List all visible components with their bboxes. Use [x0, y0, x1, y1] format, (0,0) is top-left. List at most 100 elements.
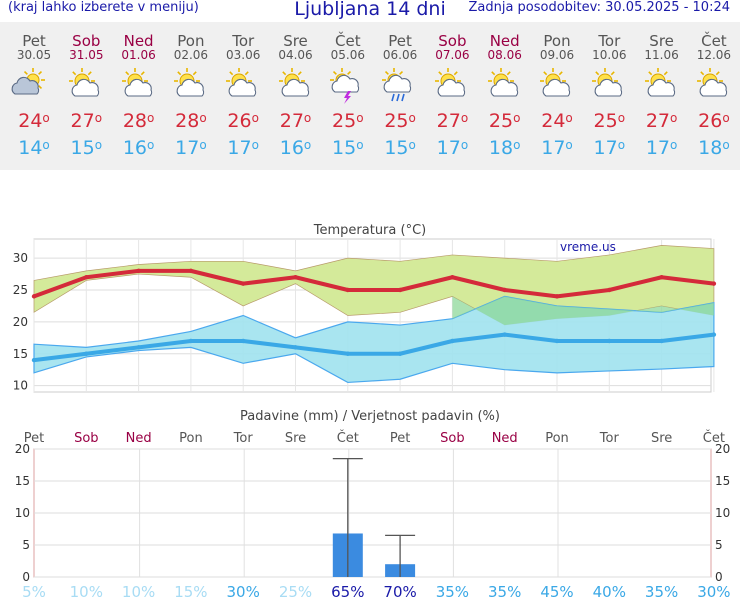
- day-name: Čet: [701, 32, 727, 50]
- day-label: Čet: [703, 430, 725, 446]
- max-temperature: 26o: [227, 110, 259, 132]
- chart-title: Padavine (mm) / Verjetnost padavin (%): [240, 409, 500, 424]
- day-name: Tor: [598, 32, 621, 50]
- day-date: 01.06: [121, 48, 156, 62]
- day-name: Sob: [438, 32, 467, 50]
- precipitation-probability: 70%: [383, 583, 416, 597]
- min-temperature: 15o: [70, 137, 103, 159]
- data-point: [31, 357, 37, 363]
- header: (kraj lahko izberete v meniju) Ljubljana…: [0, 0, 740, 22]
- max-temperature: 25o: [488, 110, 521, 132]
- data-point: [84, 275, 89, 280]
- max-temperature: 27o: [436, 110, 469, 132]
- partly-cloudy-icon: [636, 66, 688, 106]
- day-label: Ned: [126, 431, 152, 446]
- day-column: Sob 07.06 27o 17o: [426, 22, 478, 170]
- day-label: Pon: [545, 431, 569, 446]
- partly-cloudy-icon: [165, 66, 217, 106]
- data-point: [450, 338, 455, 344]
- data-point: [136, 345, 141, 350]
- precipitation-probability: 30%: [697, 583, 730, 597]
- min-temperature: 17o: [541, 137, 573, 159]
- max-temperature: 24o: [541, 110, 573, 132]
- partly-cloudy-icon: [531, 66, 583, 106]
- cloudy-sun-icon: [8, 66, 60, 106]
- y-tick-label: 30: [13, 251, 28, 265]
- precipitation-probability: 40%: [593, 583, 626, 597]
- temperature-chart: Temperatura (°C) 10 15 20 25 30 vreme.us: [13, 223, 717, 393]
- y-tick-label: 5: [22, 538, 30, 552]
- day-column: Pet 30.05 24o 14o: [8, 22, 60, 170]
- day-column: Ned 08.06 25o 18o: [479, 22, 531, 170]
- precipitation-probability: 5%: [22, 583, 46, 597]
- y-tick-label: 15: [15, 474, 30, 488]
- precipitation-probability: 15%: [174, 583, 207, 597]
- data-point: [554, 338, 560, 344]
- chart-title: Temperatura (°C): [313, 223, 426, 238]
- partly-cloudy-icon: [217, 66, 269, 106]
- data-point: [502, 332, 507, 337]
- max-temperature: 27o: [279, 110, 312, 132]
- max-temperature: 28o: [122, 110, 155, 132]
- daily-forecast-strip: Pet 30.05 24o 14o Sob 31.05 27o 15o Ned 01.06 28o 1…: [0, 22, 740, 170]
- min-temperature: 17o: [593, 137, 626, 159]
- day-label: Pet: [24, 431, 44, 446]
- min-temperature: 18o: [698, 137, 730, 159]
- precipitation-probability: 10%: [70, 583, 103, 597]
- day-date: 30.05: [16, 48, 52, 62]
- day-column: Pon 02.06 28o 17o: [165, 22, 217, 170]
- day-column: Ned 01.06 28o 16o: [113, 22, 165, 170]
- day-label: Tor: [233, 431, 254, 446]
- y-tick-label-right: 20: [715, 442, 730, 456]
- y-tick-label: 20: [13, 315, 28, 329]
- data-point: [31, 294, 37, 299]
- watermark: vreme.us: [560, 240, 616, 254]
- day-column: Tor 10.06 25o 17o: [583, 22, 635, 170]
- data-point: [711, 332, 717, 337]
- day-date: 02.06: [173, 48, 209, 62]
- min-temperature: 14o: [18, 137, 50, 159]
- max-temperature: 27o: [70, 110, 103, 132]
- day-label: Ned: [492, 431, 518, 446]
- day-label: Pet: [390, 431, 410, 446]
- day-name: Ned: [489, 32, 520, 50]
- day-date: 12.06: [696, 48, 732, 62]
- day-date: 09.06: [539, 48, 575, 62]
- thunderstorm-icon: [322, 66, 374, 106]
- max-temperature: 24o: [18, 110, 50, 132]
- day-label: Sob: [74, 431, 98, 446]
- day-label: Sob: [440, 431, 464, 446]
- min-temperature: 16o: [122, 137, 155, 159]
- day-date: 10.06: [592, 48, 627, 62]
- precipitation-probability: 25%: [279, 583, 312, 597]
- day-name: Tor: [232, 32, 255, 50]
- day-column: Sre 04.06 27o 16o: [270, 22, 322, 170]
- day-date: 08.06: [487, 48, 522, 62]
- max-temperature: 27o: [645, 110, 678, 132]
- partly-cloudy-icon: [60, 66, 112, 106]
- day-date: 05.06: [330, 48, 365, 62]
- data-point: [241, 338, 246, 344]
- data-point: [136, 268, 141, 274]
- min-temperature: 17o: [175, 137, 207, 159]
- y-tick-label: 20: [15, 442, 30, 456]
- data-point: [84, 351, 89, 356]
- day-label: Pon: [179, 431, 203, 446]
- max-temperature: 25o: [332, 110, 364, 132]
- min-temperature: 15o: [384, 137, 416, 159]
- data-point: [659, 338, 664, 344]
- partly-cloudy-icon: [479, 66, 531, 106]
- precipitation-probability: 35%: [488, 583, 521, 597]
- y-tick-label: 25: [13, 283, 28, 297]
- partly-cloudy-icon: [113, 66, 165, 106]
- y-tick-label-right: 10: [715, 506, 730, 520]
- y-tick-label: 15: [13, 347, 28, 361]
- data-point: [711, 281, 717, 286]
- region-menu-hint[interactable]: (kraj lahko izberete v meniju): [8, 0, 199, 15]
- max-temperature: 25o: [593, 110, 626, 132]
- data-point: [293, 275, 298, 280]
- day-column: Tor 03.06 26o 17o: [217, 22, 269, 170]
- last-update: Zadnja posodobitev: 30.05.2025 - 10:24: [468, 0, 730, 15]
- data-point: [241, 281, 246, 286]
- day-column: Sre 11.06 27o 17o: [636, 22, 688, 170]
